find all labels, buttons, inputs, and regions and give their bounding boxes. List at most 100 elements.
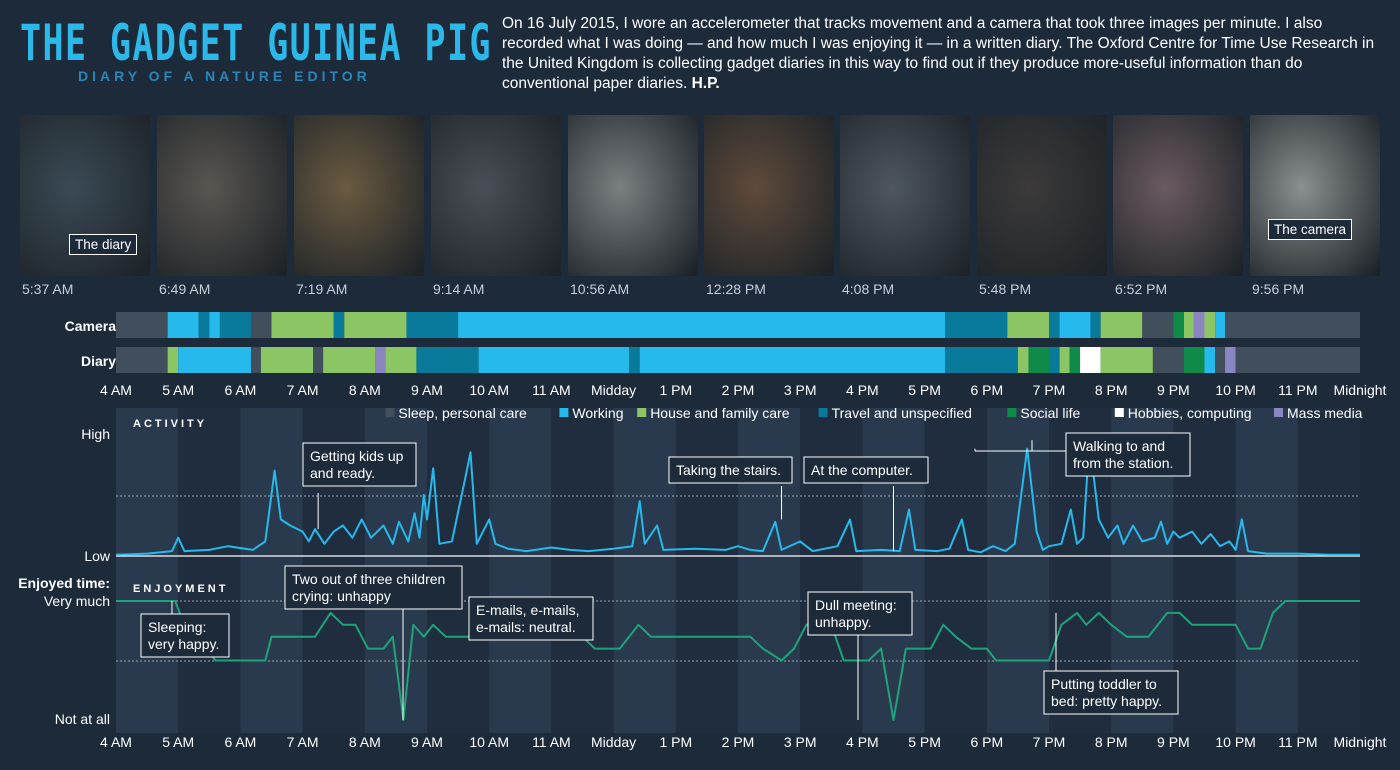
annotation-kids-text: and ready. — [310, 465, 375, 481]
bottom-axis-tick-label: 6 PM — [970, 734, 1003, 750]
bottom-axis-tick-label: 6 AM — [224, 734, 256, 750]
annotation-toddler-box — [1043, 670, 1179, 715]
timeline-segment-hobby — [1080, 347, 1101, 373]
annotation-stairs: Taking the stairs. — [668, 456, 793, 520]
annotation-kids-box — [302, 442, 417, 487]
timeline-segment-house — [385, 347, 417, 373]
bottom-axis-tick-label: 9 AM — [411, 734, 443, 750]
timeline-segment-social — [1173, 312, 1184, 338]
photo-time-1: 5:37 AM — [22, 281, 74, 297]
enjoyment-axis-label: Enjoyed time: — [18, 575, 110, 591]
annotation-children-text: crying: unhappy — [292, 588, 391, 604]
timeline-segment-travel — [1049, 312, 1060, 338]
timeline-segment-work — [178, 347, 251, 373]
timeline-segment-work — [167, 312, 199, 338]
top-axis-tick-label: 6 AM — [224, 382, 256, 398]
timeline-segment-sleep — [1215, 347, 1226, 373]
legend-swatch — [385, 408, 395, 417]
bottom-axis-tick-label: Midnight — [1334, 734, 1387, 750]
photo-8 — [977, 115, 1107, 276]
timeline-segment-travel — [416, 347, 479, 373]
legend-swatch — [1007, 408, 1017, 417]
timeline-segment-work — [1215, 312, 1226, 338]
activity-title: ACTIVITY — [133, 418, 207, 430]
top-axis-tick-label: 1 PM — [659, 382, 692, 398]
photo-6 — [704, 115, 834, 276]
top-axis-tick-label: 10 AM — [469, 382, 509, 398]
annotation-computer-box — [803, 456, 929, 484]
timeline-segment-media — [375, 347, 386, 373]
timeline-segment-house — [344, 312, 407, 338]
enjoyment-title: ENJOYMENT — [133, 583, 228, 595]
photo-label-10: The camera — [1268, 219, 1353, 240]
photo-time-10: 9:56 PM — [1252, 281, 1305, 297]
timeline-segment-house — [1100, 347, 1153, 373]
timeline-segment-sleep — [313, 347, 324, 373]
annotation-emails: E-mails, e-mails,e-mails: neutral. — [468, 596, 594, 641]
timeline-segment-house — [260, 347, 314, 373]
hour-band — [1297, 408, 1360, 733]
bottom-axis-tick-label: Midday — [591, 734, 636, 750]
photo-5 — [568, 115, 698, 276]
timeline-segment-house — [1100, 312, 1143, 338]
top-axis-tick-label: 3 PM — [784, 382, 817, 398]
bottom-axis-tick-label: 5 PM — [908, 734, 941, 750]
hour-band — [178, 408, 241, 733]
photo-time-7: 4:08 PM — [842, 281, 895, 297]
timeline-segment-social — [1028, 347, 1049, 373]
annotation-toddler-text: bed: pretty happy. — [1051, 693, 1162, 709]
annotation-stairs-text: Taking the stairs. — [676, 462, 781, 478]
timeline-segment-travel — [406, 312, 459, 338]
hour-band — [116, 408, 179, 733]
bottom-axis-tick-label: 10 PM — [1215, 734, 1255, 750]
annotation-sleeping-text: very happy. — [148, 636, 219, 652]
top-axis-tick-label: 5 PM — [908, 382, 941, 398]
timeline-segment-work — [639, 347, 946, 373]
timeline-segment-media — [1225, 347, 1236, 373]
top-axis-tick-label: 8 AM — [349, 382, 381, 398]
timeline-segment-work — [1059, 312, 1091, 338]
intro-text: On 16 July 2015, I wore an accelerometer… — [502, 14, 1382, 94]
legend-swatch — [637, 408, 647, 417]
timeline-segment-house — [1204, 312, 1216, 338]
legend-label: Social life — [1020, 405, 1080, 421]
bottom-axis-tick-label: 3 PM — [784, 734, 817, 750]
title-block: THE GADGET GUINEA PIG DIARY OF A NATURE … — [20, 14, 491, 84]
timeline-label-diary: Diary — [81, 353, 116, 369]
photo-3 — [294, 115, 424, 276]
bottom-axis-tick-label: 8 PM — [1095, 734, 1128, 750]
top-axis-tick-label: 5 AM — [162, 382, 194, 398]
timeline-segment-travel — [945, 347, 1018, 373]
bottom-axis-tick-label: 10 AM — [469, 734, 509, 750]
hour-band — [551, 408, 614, 733]
timeline-segment-house — [167, 347, 179, 373]
timeline-segment-work — [1204, 347, 1216, 373]
bottom-axis-tick-label: 8 AM — [349, 734, 381, 750]
top-axis-tick-label: 11 AM — [532, 382, 571, 398]
top-axis-tick-label: Midnight — [1334, 382, 1387, 398]
top-axis-tick-label: 11 PM — [1278, 382, 1317, 398]
photo-time-3: 7:19 AM — [296, 281, 348, 297]
timeline-label-camera: Camera — [65, 318, 117, 334]
bottom-axis-tick-label: 4 PM — [846, 734, 879, 750]
annotation-walking-box — [1065, 432, 1191, 477]
annotation-meeting: Dull meeting:unhappy. — [807, 591, 913, 720]
photo-time-5: 10:56 AM — [570, 281, 630, 297]
timeline-segment-social — [1069, 347, 1081, 373]
top-axis-tick-label: 2 PM — [722, 382, 755, 398]
bottom-axis-tick-label: 7 AM — [287, 734, 319, 750]
bottom-axis-tick-label: 9 PM — [1157, 734, 1190, 750]
photo-label-1: The diary — [69, 234, 138, 255]
timeline-segment-travel — [219, 312, 251, 338]
hour-band — [489, 408, 552, 733]
photo-time-9: 6:52 PM — [1115, 281, 1168, 297]
timeline-segment-travel — [945, 312, 1008, 338]
annotation-emails-box — [468, 596, 594, 641]
enjoyment-y-high: Very much — [44, 593, 110, 609]
annotation-computer: At the computer. — [803, 456, 929, 552]
activity-y-high: High — [81, 426, 110, 442]
legend-swatch — [559, 408, 569, 417]
hour-band — [924, 408, 987, 733]
